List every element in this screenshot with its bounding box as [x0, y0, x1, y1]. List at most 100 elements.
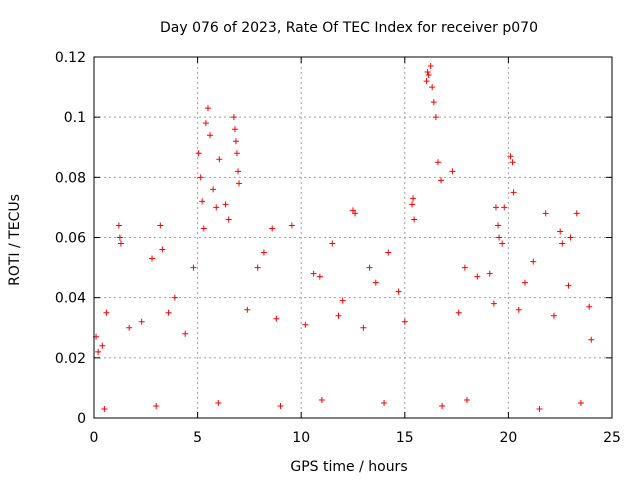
data-point: [213, 204, 220, 211]
data-point: [231, 126, 238, 133]
data-point: [411, 216, 418, 223]
data-point: [157, 222, 164, 229]
data-point: [495, 222, 502, 229]
chart-title: Day 076 of 2023, Rate Of TEC Index for r…: [160, 20, 538, 36]
data-point: [430, 99, 437, 106]
data-point: [449, 168, 456, 175]
data-point: [216, 156, 223, 163]
data-point: [381, 399, 388, 406]
data-point: [232, 138, 239, 145]
data-point: [366, 264, 373, 271]
data-point: [200, 225, 207, 232]
data-point: [230, 114, 237, 121]
data-point: [536, 405, 543, 412]
data-point: [577, 399, 584, 406]
x-tick-label: 5: [193, 430, 202, 446]
data-point: [235, 168, 242, 175]
data-point: [474, 273, 481, 280]
data-point: [95, 348, 102, 355]
data-point: [233, 150, 240, 157]
data-point: [165, 309, 172, 316]
data-point: [171, 294, 178, 301]
y-tick-label: 0.1: [64, 110, 86, 126]
data-point: [117, 240, 124, 247]
data-point: [190, 264, 197, 271]
x-tick-label: 15: [396, 430, 414, 446]
data-point: [501, 204, 508, 211]
data-point: [99, 342, 106, 349]
data-point: [461, 264, 468, 271]
data-point: [215, 399, 222, 406]
data-point: [260, 249, 267, 256]
data-point: [385, 249, 392, 256]
x-axis-label: GPS time / hours: [290, 459, 407, 475]
data-point: [197, 174, 204, 181]
data-point: [521, 279, 528, 286]
data-point: [424, 69, 431, 76]
data-point: [530, 258, 537, 265]
x-tick-label: 10: [292, 430, 310, 446]
data-point: [288, 222, 295, 229]
data-point: [510, 189, 517, 196]
data-point: [126, 324, 133, 331]
data-point: [429, 84, 436, 91]
data-point: [515, 306, 522, 313]
data-point: [434, 159, 441, 166]
y-tick-label: 0.06: [55, 231, 86, 247]
y-tick-label: 0.12: [55, 50, 86, 66]
data-point: [401, 318, 408, 325]
x-tick-label: 20: [499, 430, 517, 446]
data-point: [559, 240, 566, 247]
data-point: [432, 114, 439, 121]
data-point: [302, 321, 309, 328]
data-point: [222, 201, 229, 208]
data-point: [455, 309, 462, 316]
data-point: [149, 255, 156, 262]
y-tick-label: 0: [77, 411, 86, 427]
data-point: [244, 306, 251, 313]
data-point: [138, 318, 145, 325]
axis-ticks: 0 5 10 15 20 25 0 0.02 0.04 0.06 0.08 0.1 0.12: [55, 50, 621, 446]
data-point: [509, 159, 516, 166]
data-point: [269, 225, 276, 232]
data-point: [254, 264, 261, 271]
data-point: [115, 222, 122, 229]
data-point: [439, 402, 446, 409]
grid-lines: [94, 57, 612, 418]
data-point: [409, 201, 416, 208]
data-point: [360, 324, 367, 331]
data-point: [101, 405, 108, 412]
data-point: [423, 78, 430, 85]
data-point: [438, 177, 445, 184]
data-point: [427, 63, 434, 70]
x-tick-label: 0: [90, 430, 99, 446]
y-tick-label: 0.08: [55, 170, 86, 186]
data-point: [236, 180, 243, 187]
data-point: [273, 315, 280, 322]
data-point: [182, 330, 189, 337]
data-point: [573, 210, 580, 217]
data-point: [395, 288, 402, 295]
data-point: [567, 234, 574, 241]
data-point: [329, 240, 336, 247]
data-point: [490, 300, 497, 307]
data-point: [425, 72, 432, 79]
y-tick-label: 0.04: [55, 291, 86, 307]
x-tick-label: 25: [603, 430, 621, 446]
data-point: [210, 186, 217, 193]
data-point: [499, 240, 506, 247]
data-point: [463, 396, 470, 403]
data-point: [116, 234, 123, 241]
data-point: [339, 297, 346, 304]
data-point: [542, 210, 549, 217]
data-point: [153, 402, 160, 409]
y-axis-label: ROTI / TECUs: [7, 194, 23, 286]
data-point: [318, 396, 325, 403]
data-point: [507, 153, 514, 160]
data-point: [316, 273, 323, 280]
data-point: [207, 132, 214, 139]
data-point: [410, 195, 417, 202]
data-point: [550, 312, 557, 319]
